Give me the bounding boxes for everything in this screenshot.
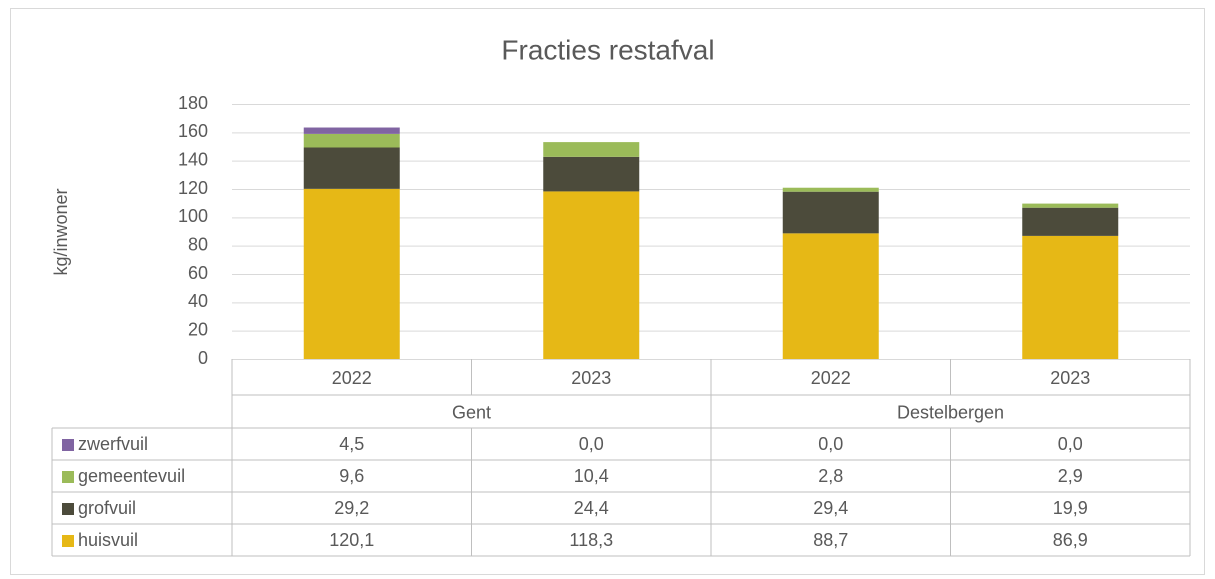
table-value: 0,0 — [1058, 434, 1083, 454]
bar — [1022, 235, 1119, 359]
y-tick-label: 180 — [178, 93, 208, 113]
y-tick-label: 100 — [178, 206, 208, 226]
x-tick-label: 2023 — [1050, 368, 1090, 388]
table-value: 4,5 — [339, 434, 364, 454]
legend-swatch — [62, 471, 74, 483]
bar — [1022, 203, 1119, 208]
y-tick-label: 140 — [178, 149, 208, 169]
bar — [303, 188, 400, 359]
y-tick-label: 160 — [178, 121, 208, 141]
table-value: 19,9 — [1053, 498, 1088, 518]
bar — [782, 191, 879, 234]
legend-swatch — [62, 439, 74, 451]
x-tick-label: 2023 — [571, 368, 611, 388]
bar — [1022, 207, 1119, 236]
legend-swatch — [62, 503, 74, 515]
y-tick-label: 80 — [188, 234, 208, 254]
table-value: 2,8 — [818, 466, 843, 486]
bar — [303, 133, 400, 148]
x-tick-label: 2022 — [811, 368, 851, 388]
y-tick-label: 0 — [198, 348, 208, 368]
y-tick-label: 20 — [188, 319, 208, 339]
table-value: 29,4 — [813, 498, 848, 518]
table-value: 0,0 — [818, 434, 843, 454]
group-label: Destelbergen — [897, 402, 1004, 422]
table-value: 10,4 — [574, 466, 609, 486]
x-tick-label: 2022 — [332, 368, 372, 388]
table-value: 120,1 — [329, 530, 374, 550]
table-value: 9,6 — [339, 466, 364, 486]
bar — [782, 187, 879, 192]
legend-swatch — [62, 535, 74, 547]
bar — [543, 142, 640, 157]
bar — [303, 147, 400, 189]
bar — [543, 156, 640, 192]
y-tick-label: 40 — [188, 291, 208, 311]
y-axis-label: kg/inwoner — [51, 188, 71, 275]
legend-label: huisvuil — [78, 530, 138, 550]
legend-label: grofvuil — [78, 498, 136, 518]
legend-label: gemeentevuil — [78, 466, 185, 486]
chart-title: Fracties restafval — [501, 34, 714, 65]
table-value: 86,9 — [1053, 530, 1088, 550]
group-label: Gent — [452, 402, 491, 422]
table-value: 88,7 — [813, 530, 848, 550]
table-value: 29,2 — [334, 498, 369, 518]
legend-label: zwerfvuil — [78, 434, 148, 454]
table-value: 0,0 — [579, 434, 604, 454]
table-value: 2,9 — [1058, 466, 1083, 486]
table-value: 118,3 — [569, 530, 613, 550]
y-tick-label: 120 — [178, 178, 208, 198]
bar — [782, 233, 879, 359]
y-tick-label: 60 — [188, 263, 208, 283]
table-value: 24,4 — [574, 498, 609, 518]
bar — [303, 127, 400, 134]
bar — [543, 191, 640, 359]
